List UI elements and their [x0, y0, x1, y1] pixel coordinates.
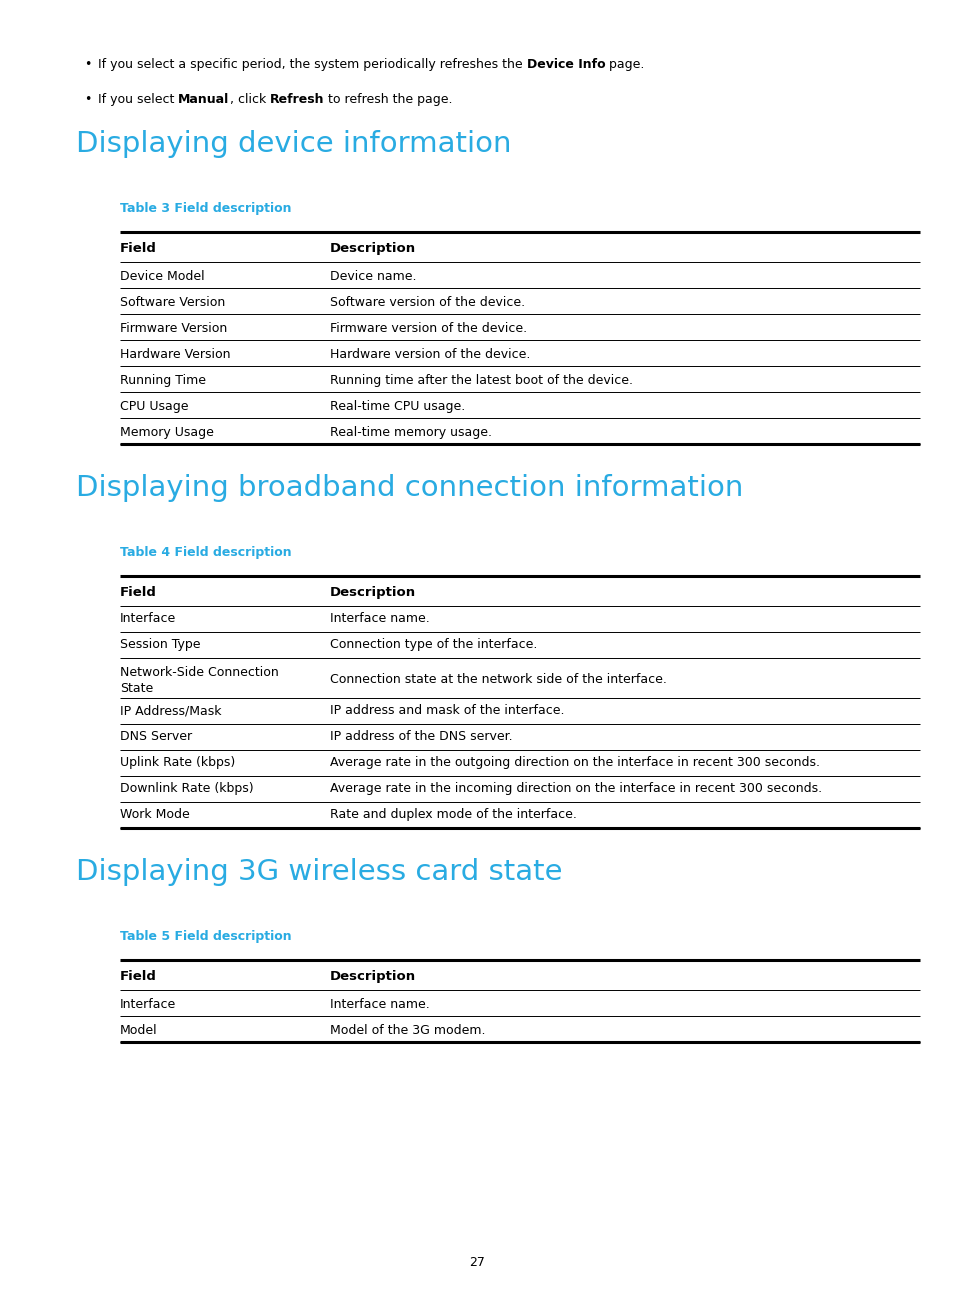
Text: Session Type: Session Type — [120, 638, 200, 651]
Text: Average rate in the incoming direction on the interface in recent 300 seconds.: Average rate in the incoming direction o… — [330, 781, 821, 796]
Text: State: State — [120, 682, 153, 695]
Text: Displaying 3G wireless card state: Displaying 3G wireless card state — [76, 858, 562, 886]
Text: CPU Usage: CPU Usage — [120, 400, 189, 413]
Text: Firmware Version: Firmware Version — [120, 323, 227, 336]
Text: Model: Model — [120, 1024, 157, 1037]
Text: Network-Side Connection: Network-Side Connection — [120, 666, 278, 679]
Text: Table 4 Field description: Table 4 Field description — [120, 546, 292, 559]
Text: Device Model: Device Model — [120, 270, 204, 284]
Text: Refresh: Refresh — [270, 93, 324, 106]
Text: Real-time CPU usage.: Real-time CPU usage. — [330, 400, 465, 413]
Text: DNS Server: DNS Server — [120, 730, 192, 743]
Text: page.: page. — [604, 58, 644, 71]
Text: Description: Description — [330, 586, 416, 599]
Text: 27: 27 — [469, 1256, 484, 1269]
Text: Displaying device information: Displaying device information — [76, 130, 511, 158]
Text: Device name.: Device name. — [330, 270, 416, 284]
Text: to refresh the page.: to refresh the page. — [324, 93, 453, 106]
Text: Manual: Manual — [178, 93, 230, 106]
Text: Table 5 Field description: Table 5 Field description — [120, 931, 292, 943]
Text: Table 3 Field description: Table 3 Field description — [120, 202, 292, 215]
Text: IP address and mask of the interface.: IP address and mask of the interface. — [330, 704, 564, 717]
Text: Uplink Rate (kbps): Uplink Rate (kbps) — [120, 756, 235, 769]
Text: Field: Field — [120, 242, 156, 255]
Text: Field: Field — [120, 969, 156, 982]
Text: Running Time: Running Time — [120, 375, 206, 388]
Text: Memory Usage: Memory Usage — [120, 426, 213, 439]
Text: Downlink Rate (kbps): Downlink Rate (kbps) — [120, 781, 253, 796]
Text: Description: Description — [330, 969, 416, 982]
Text: Connection state at the network side of the interface.: Connection state at the network side of … — [330, 673, 666, 686]
Text: , click: , click — [230, 93, 270, 106]
Text: Interface: Interface — [120, 612, 176, 625]
Text: •: • — [84, 93, 91, 106]
Text: Interface: Interface — [120, 998, 176, 1011]
Text: Connection type of the interface.: Connection type of the interface. — [330, 638, 537, 651]
Text: Model of the 3G modem.: Model of the 3G modem. — [330, 1024, 485, 1037]
Text: Firmware version of the device.: Firmware version of the device. — [330, 323, 527, 336]
Text: Real-time memory usage.: Real-time memory usage. — [330, 426, 492, 439]
Text: Average rate in the outgoing direction on the interface in recent 300 seconds.: Average rate in the outgoing direction o… — [330, 756, 820, 769]
Text: If you select: If you select — [98, 93, 178, 106]
Text: Rate and duplex mode of the interface.: Rate and duplex mode of the interface. — [330, 809, 577, 822]
Text: Interface name.: Interface name. — [330, 612, 429, 625]
Text: Running time after the latest boot of the device.: Running time after the latest boot of th… — [330, 375, 633, 388]
Text: IP address of the DNS server.: IP address of the DNS server. — [330, 730, 512, 743]
Text: Work Mode: Work Mode — [120, 809, 190, 822]
Text: If you select a specific period, the system periodically refreshes the: If you select a specific period, the sys… — [98, 58, 526, 71]
Text: Hardware version of the device.: Hardware version of the device. — [330, 349, 530, 362]
Text: Software Version: Software Version — [120, 297, 225, 310]
Text: Device Info: Device Info — [526, 58, 604, 71]
Text: Interface name.: Interface name. — [330, 998, 429, 1011]
Text: Displaying broadband connection information: Displaying broadband connection informat… — [76, 474, 742, 502]
Text: •: • — [84, 58, 91, 71]
Text: Field: Field — [120, 586, 156, 599]
Text: Hardware Version: Hardware Version — [120, 349, 231, 362]
Text: Description: Description — [330, 242, 416, 255]
Text: IP Address/Mask: IP Address/Mask — [120, 704, 221, 717]
Text: Software version of the device.: Software version of the device. — [330, 297, 524, 310]
